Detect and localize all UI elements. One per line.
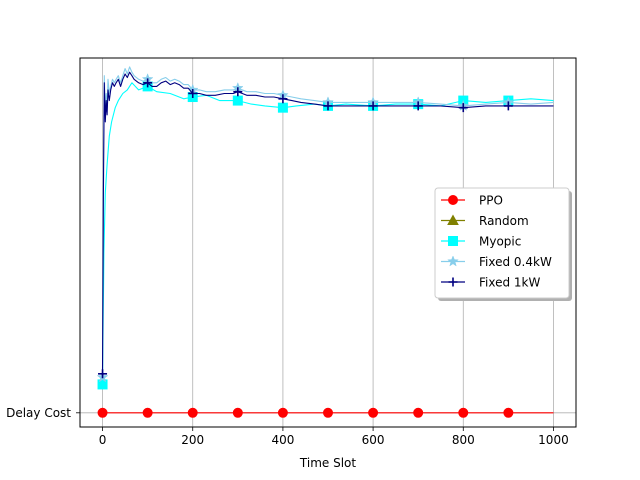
x-tick-label: 200 <box>181 433 204 447</box>
legend-marker-random <box>447 214 459 225</box>
x-tick-label: 1000 <box>538 433 569 447</box>
x-tick-label: 600 <box>362 433 385 447</box>
x-axis-label: Time Slot <box>299 456 356 470</box>
data-point-fixed-1kw <box>458 103 468 113</box>
data-point-ppo <box>503 407 514 418</box>
data-point-fixed-1kw <box>233 87 243 97</box>
data-point-myopic <box>277 102 288 113</box>
data-point-ppo <box>97 407 108 418</box>
data-point-ppo <box>232 407 243 418</box>
legend-label-myopic: Myopic <box>479 235 521 249</box>
data-point-fixed-1kw <box>98 369 108 379</box>
legend: PPO Random Myopic Fixed 0.4kW Fixed 1kW <box>434 187 572 301</box>
legend-items: PPO Random Myopic Fixed 0.4kW Fixed 1kW <box>441 194 552 290</box>
legend-label-ppo: PPO <box>479 194 503 208</box>
data-point-fixed-1kw <box>278 94 288 104</box>
legend-label-fixed-1kw: Fixed 1kW <box>479 276 540 290</box>
x-tick-label: 800 <box>452 433 475 447</box>
x-tick-label: 0 <box>99 433 107 447</box>
y-tick-label: Delay Cost <box>6 406 71 420</box>
data-point-myopic <box>232 95 243 106</box>
data-point-ppo <box>187 407 198 418</box>
x-axis-ticks: 0 200 400 600 800 1000 <box>99 427 569 447</box>
legend-marker-ppo <box>448 195 458 205</box>
data-point-ppo <box>368 407 379 418</box>
data-point-ppo <box>323 407 333 418</box>
data-point-ppo <box>277 407 288 418</box>
y-axis-ticks: Delay Cost <box>6 406 80 420</box>
data-point-fixed-1kw <box>503 101 513 111</box>
legend-label-random: Random <box>479 214 529 228</box>
data-point-ppo <box>458 407 469 418</box>
data-point-fixed-1kw <box>323 101 333 111</box>
data-point-ppo <box>413 407 424 418</box>
series-lines <box>96 66 554 418</box>
series-line-fixed-1kw <box>101 71 554 374</box>
x-tick-label: 400 <box>271 433 294 447</box>
legend-marker-fixed-0-4kw <box>447 255 459 267</box>
series-line-fixed-0-4kw <box>101 66 554 378</box>
data-point-fixed-1kw <box>413 101 423 111</box>
legend-marker-myopic <box>448 236 458 246</box>
data-point-fixed-1kw <box>188 88 198 98</box>
data-point-ppo <box>142 407 153 418</box>
data-point-fixed-1kw <box>143 78 153 88</box>
legend-label-fixed-0-4kw: Fixed 0.4kW <box>479 255 552 269</box>
legend-marker-fixed-1kw <box>448 277 458 287</box>
legend-box <box>434 187 570 299</box>
data-point-fixed-1kw <box>368 101 378 111</box>
plot-frame <box>79 57 577 428</box>
